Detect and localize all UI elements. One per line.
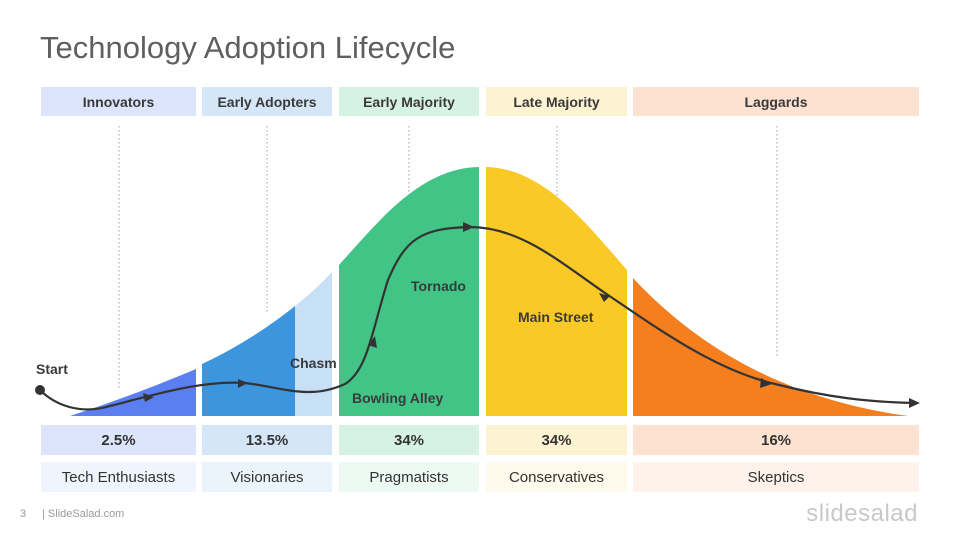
- header-laggards: Laggards: [633, 87, 919, 116]
- group-early-majority: Pragmatists: [339, 462, 479, 492]
- percent-laggards: 16%: [633, 425, 919, 455]
- header-late-majority: Late Majority: [486, 87, 627, 116]
- label-chasm: Chasm: [290, 355, 337, 371]
- footer-site-link: | SlideSalad.com: [42, 508, 125, 520]
- label-start: Start: [36, 361, 68, 377]
- label-main-street: Main Street: [518, 309, 594, 325]
- brand-logo: slidesalad: [806, 500, 918, 527]
- percent-late-majority: 34%: [486, 425, 627, 455]
- curve-segment-laggards: [633, 278, 908, 416]
- percent-innovators: 2.5%: [41, 425, 196, 455]
- page-title: Technology Adoption Lifecycle: [40, 30, 456, 65]
- path-arrow-2: [238, 379, 248, 388]
- percent-early-adopters: 13.5%: [202, 425, 332, 455]
- header-early-majority: Early Majority: [339, 87, 479, 116]
- path-arrow-6: [760, 378, 772, 388]
- label-tornado: Tornado: [411, 278, 466, 294]
- path-arrow-4: [463, 222, 474, 232]
- curve-segment-late-majority: [486, 167, 627, 416]
- adoption-path-line: [39, 225, 916, 411]
- path-arrow-5: [599, 293, 610, 302]
- curve-segment-chasm: [295, 272, 332, 416]
- path-arrow-end: [909, 398, 920, 408]
- group-early-adopters: Visionaries: [202, 462, 332, 492]
- header-early-adopters: Early Adopters: [202, 87, 332, 116]
- path-arrow-1: [143, 393, 154, 402]
- header-innovators: Innovators: [41, 87, 196, 116]
- group-laggards: Skeptics: [633, 462, 919, 492]
- group-innovators: Tech Enthusiasts: [41, 462, 196, 492]
- curve-segment-early-adopters: [202, 306, 295, 416]
- label-bowling-alley: Bowling Alley: [352, 390, 444, 406]
- path-arrow-3: [368, 336, 377, 348]
- start-point-marker: [35, 385, 45, 395]
- group-late-majority: Conservatives: [486, 462, 627, 492]
- page-number: 3: [20, 508, 27, 520]
- curve-segment-innovators: [70, 369, 196, 416]
- percent-early-majority: 34%: [339, 425, 479, 455]
